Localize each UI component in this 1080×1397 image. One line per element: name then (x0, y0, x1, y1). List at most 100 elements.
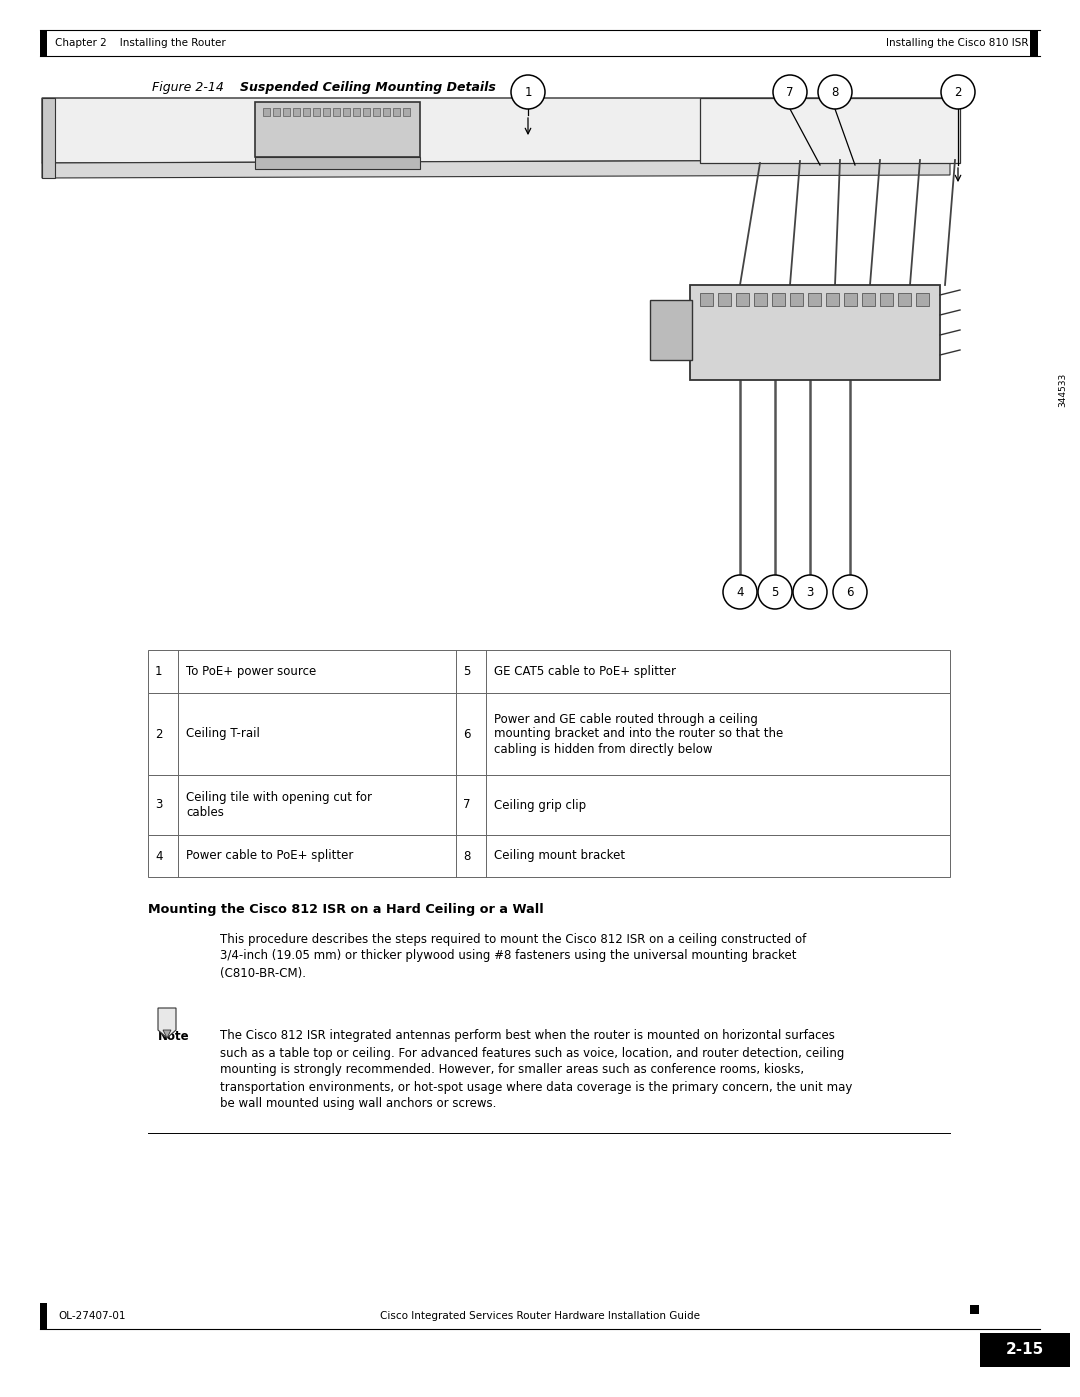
Text: Power and GE cable routed through a ceiling: Power and GE cable routed through a ceil… (494, 712, 758, 725)
Polygon shape (163, 1030, 171, 1038)
Polygon shape (42, 98, 55, 177)
Text: Ceiling grip clip: Ceiling grip clip (494, 799, 586, 812)
Text: 6: 6 (847, 585, 854, 598)
Text: 2: 2 (156, 728, 162, 740)
Bar (343, 108, 350, 116)
Circle shape (723, 576, 757, 609)
Text: Power cable to PoE+ splitter: Power cable to PoE+ splitter (186, 849, 353, 862)
Text: Figure 2-14: Figure 2-14 (152, 81, 252, 95)
Bar (283, 108, 291, 116)
Circle shape (793, 576, 827, 609)
Text: Mounting the Cisco 812 ISR on a Hard Ceiling or a Wall: Mounting the Cisco 812 ISR on a Hard Cei… (148, 902, 543, 915)
Text: To PoE+ power source: To PoE+ power source (186, 665, 316, 678)
Text: 4: 4 (156, 849, 162, 862)
Circle shape (773, 75, 807, 109)
Bar (264, 108, 270, 116)
Bar (403, 108, 410, 116)
Text: cabling is hidden from directly below: cabling is hidden from directly below (494, 742, 713, 756)
Bar (650, 300, 692, 360)
Bar (718, 293, 731, 306)
Text: Ceiling T-rail: Ceiling T-rail (186, 728, 260, 740)
Bar (148, 693, 950, 775)
Bar (1030, 29, 1038, 56)
Bar (363, 108, 370, 116)
Polygon shape (158, 1009, 176, 1038)
Text: such as a table top or ceiling. For advanced features such as voice, location, a: such as a table top or ceiling. For adva… (220, 1046, 845, 1059)
Text: 344533: 344533 (1058, 373, 1067, 407)
Bar (826, 293, 839, 306)
Bar (754, 293, 767, 306)
Bar (970, 1305, 978, 1315)
Bar (980, 1333, 1070, 1368)
Text: (C810-BR-CM).: (C810-BR-CM). (220, 967, 306, 979)
Text: mounting bracket and into the router so that the: mounting bracket and into the router so … (494, 728, 783, 740)
Text: 7: 7 (786, 85, 794, 99)
Bar (333, 108, 340, 116)
Bar (373, 108, 380, 116)
Bar (690, 285, 940, 380)
Text: Chapter 2    Installing the Router: Chapter 2 Installing the Router (55, 38, 226, 47)
Text: transportation environments, or hot-spot usage where data coverage is the primar: transportation environments, or hot-spot… (220, 1080, 852, 1094)
Text: 3: 3 (807, 585, 813, 598)
Bar (880, 293, 893, 306)
Bar (353, 108, 360, 116)
Text: Cisco Integrated Services Router Hardware Installation Guide: Cisco Integrated Services Router Hardwar… (380, 1310, 700, 1322)
Text: 8: 8 (832, 85, 839, 99)
Text: 5: 5 (771, 585, 779, 598)
Text: 3/4-inch (19.05 mm) or thicker plywood using #8 fasteners using the universal mo: 3/4-inch (19.05 mm) or thicker plywood u… (220, 950, 797, 963)
Text: 8: 8 (463, 849, 471, 862)
Circle shape (941, 75, 975, 109)
Text: 2-15: 2-15 (1005, 1343, 1044, 1358)
Circle shape (511, 75, 545, 109)
Bar (323, 108, 330, 116)
Bar (862, 293, 875, 306)
Bar (148, 835, 950, 877)
Polygon shape (42, 98, 950, 163)
Text: Note: Note (158, 1030, 190, 1042)
Bar (255, 102, 420, 156)
Text: mounting is strongly recommended. However, for smaller areas such as conference : mounting is strongly recommended. Howeve… (220, 1063, 805, 1077)
Text: 4: 4 (737, 585, 744, 598)
Text: 7: 7 (463, 799, 471, 812)
Text: Suspended Ceiling Mounting Details: Suspended Ceiling Mounting Details (240, 81, 496, 95)
Text: 1: 1 (156, 665, 162, 678)
Bar (735, 293, 750, 306)
Polygon shape (255, 156, 420, 169)
Bar (772, 293, 785, 306)
Text: 6: 6 (463, 728, 471, 740)
Bar (273, 108, 280, 116)
Text: This procedure describes the steps required to mount the Cisco 812 ISR on a ceil: This procedure describes the steps requi… (220, 933, 807, 946)
Bar (843, 293, 858, 306)
Text: Installing the Cisco 810 ISR: Installing the Cisco 810 ISR (886, 38, 1028, 47)
Circle shape (818, 75, 852, 109)
Bar (393, 108, 400, 116)
Text: 5: 5 (463, 665, 471, 678)
Bar (293, 108, 300, 116)
Bar (897, 293, 912, 306)
Bar (383, 108, 390, 116)
Text: be wall mounted using wall anchors or screws.: be wall mounted using wall anchors or sc… (220, 1098, 497, 1111)
Bar (313, 108, 320, 116)
Bar (40, 29, 48, 56)
Text: Ceiling mount bracket: Ceiling mount bracket (494, 849, 625, 862)
Polygon shape (700, 98, 960, 163)
Text: 2: 2 (955, 85, 962, 99)
Bar (789, 293, 804, 306)
Polygon shape (42, 161, 950, 177)
Bar (700, 293, 713, 306)
Text: cables: cables (186, 806, 224, 819)
Bar (148, 650, 950, 693)
Bar (148, 775, 950, 835)
Text: OL-27407-01: OL-27407-01 (58, 1310, 125, 1322)
Text: 1: 1 (524, 85, 531, 99)
Bar (916, 293, 929, 306)
Text: Ceiling tile with opening cut for: Ceiling tile with opening cut for (186, 791, 372, 805)
Bar (303, 108, 310, 116)
Circle shape (833, 576, 867, 609)
Text: 3: 3 (156, 799, 162, 812)
Text: The Cisco 812 ISR integrated antennas perform best when the router is mounted on: The Cisco 812 ISR integrated antennas pe… (220, 1030, 835, 1042)
Bar (808, 293, 821, 306)
Text: GE CAT5 cable to PoE+ splitter: GE CAT5 cable to PoE+ splitter (494, 665, 676, 678)
Circle shape (758, 576, 792, 609)
Bar (40, 1303, 48, 1329)
